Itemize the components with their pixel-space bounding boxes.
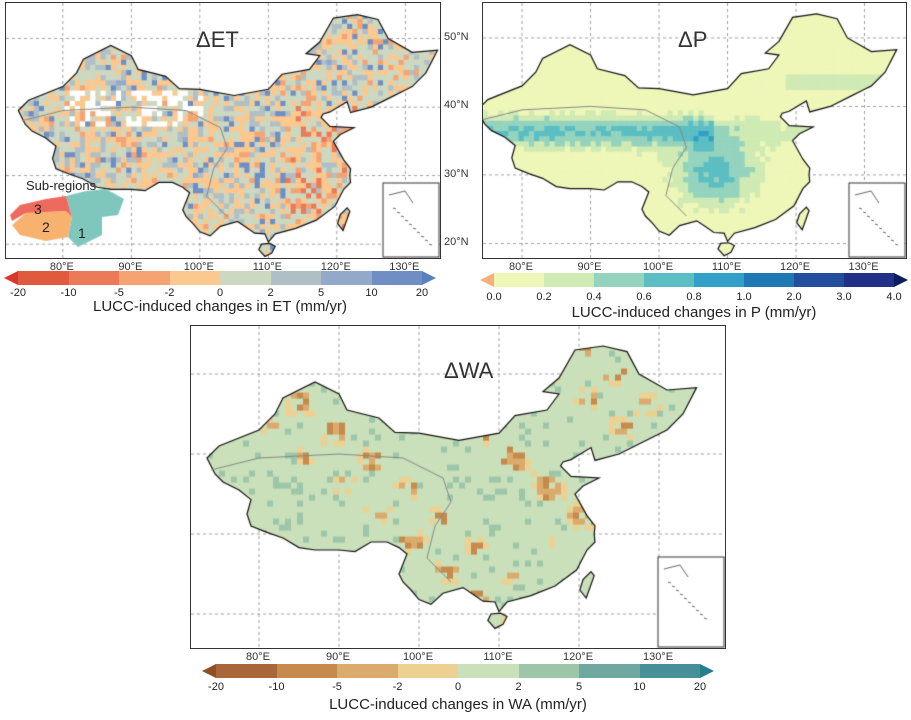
colorbar-title: LUCC-induced changes in ET (mm/yr) bbox=[93, 298, 347, 315]
lat-tick-label: 20°N bbox=[444, 236, 469, 249]
et-colorbar bbox=[4, 271, 436, 285]
lat-tick-label: 30°N bbox=[444, 167, 469, 180]
wa-colorbar bbox=[202, 664, 714, 678]
lon-tick-label: 80°E bbox=[246, 651, 270, 663]
p-colorbar bbox=[480, 273, 908, 287]
lon-tick-label: 120°E bbox=[779, 261, 811, 273]
colorbar-segment bbox=[18, 271, 69, 285]
p-map-canvas bbox=[483, 3, 906, 258]
p-map-panel: ΔP bbox=[482, 2, 907, 259]
colorbar-tick-label: -20 bbox=[10, 287, 26, 299]
colorbar-segment bbox=[270, 271, 321, 285]
colorbar-segment bbox=[337, 664, 398, 678]
colorbar-segment bbox=[794, 273, 844, 287]
lon-tick-label: 90°E bbox=[326, 651, 350, 663]
lon-tick-label: 100°E bbox=[183, 261, 214, 273]
colorbar-segment bbox=[276, 664, 337, 678]
lon-tick-label: 90°E bbox=[118, 261, 143, 273]
et-map-panel: ΔET Sub-regions 3 2 1 bbox=[5, 2, 441, 259]
colorbar-segment bbox=[844, 273, 894, 287]
lon-tick-label: 130°E bbox=[848, 261, 879, 273]
wa-map-panel: ΔWA bbox=[190, 325, 726, 649]
colorbar-tick-label: 10 bbox=[633, 681, 646, 693]
colorbar-tick-label: 0 bbox=[454, 681, 462, 693]
colorbar-tick-label: 0.6 bbox=[636, 291, 652, 303]
colorbar-segment bbox=[458, 664, 519, 678]
colorbar-high-arrow bbox=[894, 273, 908, 287]
colorbar-segment bbox=[644, 273, 694, 287]
colorbar-title: LUCC-induced changes in P (mm/yr) bbox=[571, 304, 817, 321]
colorbar-low-arrow bbox=[202, 664, 216, 678]
colorbar-segment bbox=[494, 273, 544, 287]
lon-tick-label: 130°E bbox=[642, 651, 674, 663]
colorbar-segment bbox=[639, 664, 700, 678]
colorbar-segment bbox=[744, 273, 794, 287]
colorbar-segment bbox=[119, 271, 170, 285]
colorbar-tick-label: 5 bbox=[575, 681, 583, 693]
lon-tick-label: 110°E bbox=[252, 261, 282, 273]
panel-title: ΔWA bbox=[444, 358, 494, 383]
lon-tick-label: 110°E bbox=[483, 651, 513, 663]
colorbar-segment bbox=[397, 664, 458, 678]
colorbar-low-arrow bbox=[480, 273, 494, 287]
colorbar-segment bbox=[694, 273, 744, 287]
sub-regions-title: Sub-regions bbox=[26, 178, 97, 193]
colorbar-tick-label: -2 bbox=[392, 681, 403, 693]
lon-tick-label: 120°E bbox=[562, 651, 594, 663]
colorbar-segment bbox=[220, 271, 271, 285]
colorbar-segment bbox=[594, 273, 644, 287]
sub-region-label-3: 3 bbox=[34, 201, 42, 217]
panel-title: ΔP bbox=[678, 27, 708, 52]
colorbar-tick-label: 2 bbox=[267, 287, 274, 299]
colorbar-high-arrow bbox=[700, 664, 714, 678]
colorbar-high-arrow bbox=[422, 271, 436, 285]
colorbar-tick-label: -2 bbox=[164, 287, 175, 299]
et-map-canvas bbox=[6, 3, 440, 258]
colorbar-tick-label: -5 bbox=[332, 681, 342, 693]
colorbar-tick-label: 2 bbox=[515, 681, 522, 693]
lon-tick-label: 80°E bbox=[509, 261, 534, 273]
colorbar-segment bbox=[216, 664, 277, 678]
colorbar-tick-label: 0.0 bbox=[486, 291, 502, 303]
colorbar-tick-label: -20 bbox=[208, 681, 224, 693]
colorbar-tick-label: 4.0 bbox=[886, 291, 902, 303]
colorbar-segment bbox=[68, 271, 119, 285]
lon-tick-label: 90°E bbox=[577, 261, 602, 273]
colorbar-tick-label: 0 bbox=[216, 287, 224, 299]
colorbar-segment bbox=[518, 664, 579, 678]
lat-tick-label: 50°N bbox=[444, 30, 469, 43]
colorbar-tick-label: 2.0 bbox=[786, 291, 802, 303]
colorbar-tick-label: 20 bbox=[415, 287, 429, 299]
colorbar-segment bbox=[371, 271, 422, 285]
lon-tick-label: 130°E bbox=[389, 261, 420, 273]
lon-tick-label: 80°E bbox=[49, 261, 74, 273]
lon-tick-label: 100°E bbox=[642, 261, 674, 273]
colorbar-segment bbox=[579, 664, 640, 678]
lon-tick-label: 120°E bbox=[320, 261, 351, 273]
colorbar-tick-label: 20 bbox=[693, 681, 707, 693]
colorbar-tick-label: 0.4 bbox=[586, 291, 602, 303]
colorbar-tick-label: 3.0 bbox=[836, 291, 852, 303]
panel-title: ΔET bbox=[196, 27, 239, 52]
lon-tick-label: 100°E bbox=[402, 651, 434, 663]
colorbar-segment bbox=[169, 271, 220, 285]
colorbar-tick-label: 0.2 bbox=[536, 291, 552, 303]
sub-region-label-1: 1 bbox=[78, 225, 86, 241]
wa-map-canvas bbox=[191, 326, 725, 648]
colorbar-low-arrow bbox=[4, 271, 18, 285]
colorbar-tick-label: -10 bbox=[60, 287, 77, 299]
colorbar-segment bbox=[321, 271, 372, 285]
colorbar-tick-label: 0.8 bbox=[686, 291, 702, 303]
colorbar-tick-label: -5 bbox=[114, 287, 124, 299]
colorbar-tick-label: 1.0 bbox=[736, 291, 752, 303]
colorbar-title: LUCC-induced changes in WA (mm/yr) bbox=[329, 696, 587, 713]
colorbar-tick-label: 10 bbox=[365, 287, 378, 299]
colorbar-segment bbox=[544, 273, 594, 287]
lon-tick-label: 110°E bbox=[711, 261, 742, 273]
colorbar-tick-label: -10 bbox=[268, 681, 285, 693]
lat-tick-label: 40°N bbox=[444, 99, 469, 112]
colorbar-tick-label: 5 bbox=[317, 287, 325, 299]
sub-region-label-2: 2 bbox=[42, 219, 50, 235]
